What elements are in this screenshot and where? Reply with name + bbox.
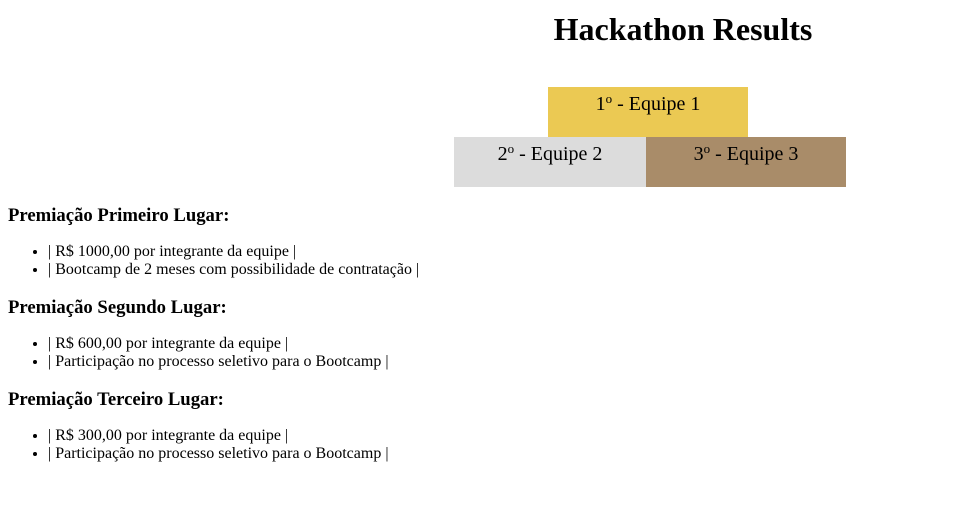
ordinal-indicator: o (507, 141, 515, 156)
podium-first-place: 1o - Equipe 1 (548, 87, 748, 137)
podium-first-label: 1o - Equipe 1 (596, 87, 701, 116)
place-number: 1 (595, 93, 606, 115)
team-name: - Equipe 1 (612, 93, 701, 115)
prize-first-heading: Premiação Primeiro Lugar: (8, 205, 230, 226)
podium-third-place: 3o - Equipe 3 (646, 137, 846, 187)
place-number: 2 (497, 143, 508, 165)
page-title: Hackathon Results (553, 11, 813, 47)
list-item: | Participação no processo seletivo para… (48, 445, 908, 463)
list-item: | R$ 300,00 por integrante da equipe | (48, 427, 908, 445)
prize-third-heading: Premiação Terceiro Lugar: (8, 389, 224, 410)
prize-third-list: | R$ 300,00 por integrante da equipe | |… (8, 427, 908, 463)
podium: 1o - Equipe 1 2o - Equipe 2 3o - Equipe … (454, 87, 846, 187)
place-number: 3 (693, 143, 704, 165)
list-item: | Bootcamp de 2 meses com possibilidade … (48, 261, 908, 279)
prize-second-list: | R$ 600,00 por integrante da equipe | |… (8, 335, 908, 371)
prize-second-heading: Premiação Segundo Lugar: (8, 297, 227, 318)
list-item: | R$ 1000,00 por integrante da equipe | (48, 243, 908, 261)
prize-second-section: Premiação Segundo Lugar: | R$ 600,00 por… (8, 297, 908, 371)
podium-second-place: 2o - Equipe 2 (454, 137, 646, 187)
prize-first-section: Premiação Primeiro Lugar: | R$ 1000,00 p… (8, 205, 908, 279)
prizes-section: Premiação Primeiro Lugar: | R$ 1000,00 p… (8, 205, 908, 481)
ordinal-indicator: o (605, 91, 613, 106)
podium-second-label: 2o - Equipe 2 (498, 137, 603, 166)
prize-first-list: | R$ 1000,00 por integrante da equipe | … (8, 243, 908, 279)
team-name: - Equipe 3 (710, 143, 799, 165)
team-name: - Equipe 2 (514, 143, 603, 165)
podium-third-label: 3o - Equipe 3 (694, 137, 799, 166)
list-item: | Participação no processo seletivo para… (48, 353, 908, 371)
prize-third-section: Premiação Terceiro Lugar: | R$ 300,00 po… (8, 389, 908, 463)
list-item: | R$ 600,00 por integrante da equipe | (48, 335, 908, 353)
ordinal-indicator: o (703, 141, 711, 156)
